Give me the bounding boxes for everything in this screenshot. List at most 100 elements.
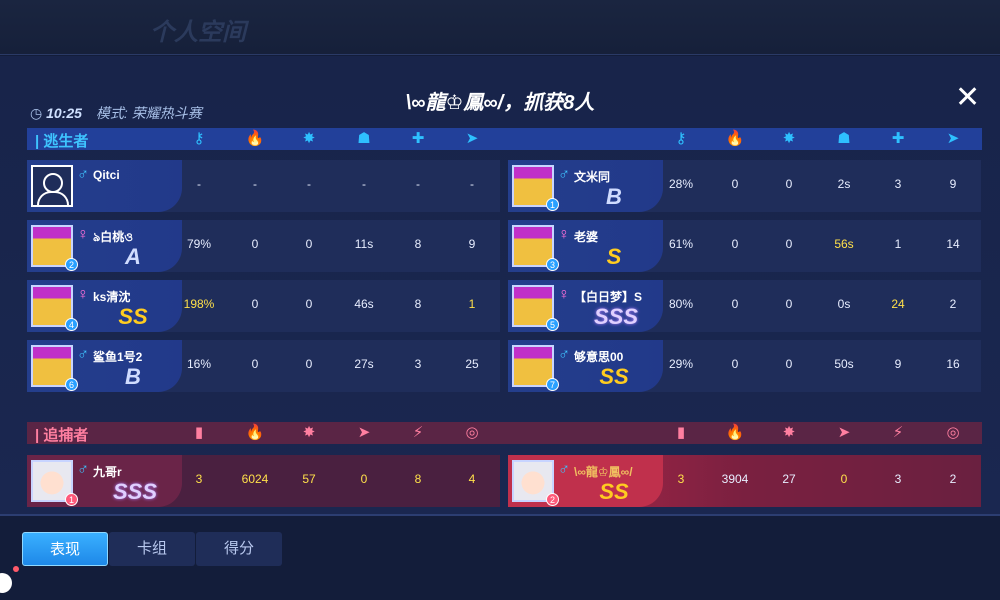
- rescued-icon: ☗: [357, 130, 371, 147]
- female-icon: ♀: [77, 226, 89, 243]
- stat-value: 16%: [186, 357, 212, 371]
- result-title: \∞龍♔鳳∞/，抓获8人: [405, 92, 595, 114]
- stat-value: 0: [785, 237, 793, 251]
- stat-value: 3904: [721, 472, 749, 486]
- stat-value: 0: [731, 297, 739, 311]
- stat-value: 14: [946, 237, 960, 251]
- knockdown-icon: ✸: [302, 130, 316, 147]
- rescue-icon: ➤: [465, 130, 479, 147]
- avatar[interactable]: [512, 165, 554, 207]
- stat-value: -: [197, 177, 201, 191]
- stat-value: 80%: [668, 297, 694, 311]
- survivor-header: | 逃生者 ⚷ 🔥 ✸ ☗ ✚ ➤ ⚷ 🔥 ✸ ☗ ✚ ➤: [27, 128, 982, 150]
- survivor-row[interactable]: 1 ♂ 文米同 B 28% 0 0 2s 3 9: [508, 160, 981, 212]
- stat-value: 0: [251, 357, 259, 371]
- tab-score[interactable]: 得分: [196, 532, 282, 566]
- target-icon: ◎: [465, 424, 479, 441]
- hunter-row[interactable]: 2 ♂ \∞龍♔鳳∞/ SS 3 3904 27 0 3 2: [508, 455, 981, 507]
- player-name: 鲨鱼1号2: [93, 350, 143, 364]
- stat-value: 8: [414, 297, 422, 311]
- close-icon[interactable]: ✕: [955, 81, 981, 114]
- stat-value: 27: [782, 472, 796, 486]
- hunter-row[interactable]: 1 ♂ 九哥r SSS 3 6024 57 0 8 4: [27, 455, 500, 507]
- stat-value: 0: [251, 237, 259, 251]
- avatar[interactable]: [31, 165, 73, 207]
- stat-value: 79%: [186, 237, 212, 251]
- survivor-row[interactable]: 4 ♀ ks清沈 SS 198% 0 0 46s 8 1: [27, 280, 500, 332]
- stat-value: 29%: [668, 357, 694, 371]
- player-name: 九哥r: [93, 465, 122, 479]
- female-icon: ♀: [77, 286, 89, 303]
- grade-badge: B: [125, 364, 141, 389]
- player-name: 文米同: [574, 170, 611, 184]
- stat-value: 0: [360, 472, 368, 486]
- stat-value: 27s: [354, 357, 374, 371]
- grade-badge: SSS: [113, 479, 158, 504]
- top-bar-blurred: 个人空间: [0, 0, 1000, 55]
- survivor-row[interactable]: ♂ Qitci - - - - - -: [27, 160, 500, 212]
- fire-icon: 🔥: [725, 130, 745, 147]
- door-icon: ▮: [194, 424, 204, 441]
- grade-badge: B: [606, 184, 622, 209]
- male-icon: ♂: [558, 461, 570, 478]
- floating-ball[interactable]: [0, 573, 12, 593]
- hunter-label: | 追捕者: [35, 427, 89, 444]
- player-name: 够意思00: [574, 350, 624, 364]
- knockdown-icon: ✸: [782, 130, 796, 147]
- stat-value: 24: [891, 297, 905, 311]
- claw-icon: ⚡: [892, 424, 904, 441]
- survivor-row[interactable]: 6 ♂ 鲨鱼1号2 B 16% 0 0 27s 3 25: [27, 340, 500, 392]
- grade-badge: SS: [118, 304, 148, 329]
- survivor-label-text: 逃生者: [43, 133, 89, 150]
- slot-badge: 2: [65, 258, 78, 271]
- male-icon: ♂: [77, 346, 89, 363]
- slot-badge: 5: [546, 318, 559, 331]
- stat-value: 16: [946, 357, 960, 371]
- clock-icon: ◷: [30, 105, 47, 121]
- survivor-row[interactable]: 3 ♀ 老婆 S 61% 0 0 56s 1 14: [508, 220, 981, 272]
- stat-value: 0: [785, 297, 793, 311]
- door-icon: ▮: [676, 424, 686, 441]
- grade-badge: A: [125, 244, 141, 269]
- stat-value: 28%: [668, 177, 694, 191]
- slot-badge: 1: [546, 198, 559, 211]
- hunter-label-text: 追捕者: [43, 427, 89, 444]
- stat-value: 3: [414, 357, 422, 371]
- stat-value: 3: [894, 472, 902, 486]
- medkit-icon: ✚: [891, 130, 905, 147]
- stat-value: 4: [468, 472, 476, 486]
- player-name: \∞龍♔鳳∞/: [574, 465, 633, 479]
- stat-value: 0: [731, 357, 739, 371]
- survivor-row[interactable]: 5 ♀ 【白日梦】S SSS 80% 0 0 0s 24 2: [508, 280, 981, 332]
- male-icon: ♂: [77, 166, 89, 183]
- slot-badge: 3: [546, 258, 559, 271]
- avatar[interactable]: [512, 460, 554, 502]
- rescue-icon: ➤: [946, 130, 960, 147]
- player-name: 老婆: [574, 230, 599, 244]
- blurred-title: 个人空间: [150, 19, 246, 46]
- stat-value: 8: [414, 472, 422, 486]
- stat-value: 56s: [834, 237, 854, 251]
- stat-value: 0: [305, 357, 313, 371]
- stat-value: 0: [785, 177, 793, 191]
- player-name: ঌ白桃ও: [93, 230, 134, 244]
- stat-value: 8: [414, 237, 422, 251]
- survivor-row[interactable]: 2 ♀ ঌ白桃ও A 79% 0 0 11s 8 9: [27, 220, 500, 272]
- survivor-row[interactable]: 7 ♂ 够意思00 SS 29% 0 0 50s 9 16: [508, 340, 981, 392]
- match-time: 10:25: [46, 105, 82, 121]
- stat-value: 9: [894, 357, 902, 371]
- stat-value: 0: [785, 357, 793, 371]
- stat-value: 9: [468, 237, 476, 251]
- tab-performance[interactable]: 表现: [22, 532, 108, 566]
- slot-badge: 4: [65, 318, 78, 331]
- stat-value: 3: [195, 472, 203, 486]
- tab-deck[interactable]: 卡组: [109, 532, 195, 566]
- stat-value: 2: [949, 297, 957, 311]
- stat-value: -: [253, 177, 257, 191]
- stat-value: 0s: [837, 297, 851, 311]
- male-icon: ♂: [558, 166, 570, 183]
- grade-badge: SS: [599, 364, 629, 389]
- stat-value: 2s: [837, 177, 851, 191]
- female-icon: ♀: [558, 286, 570, 303]
- stat-value: 9: [949, 177, 957, 191]
